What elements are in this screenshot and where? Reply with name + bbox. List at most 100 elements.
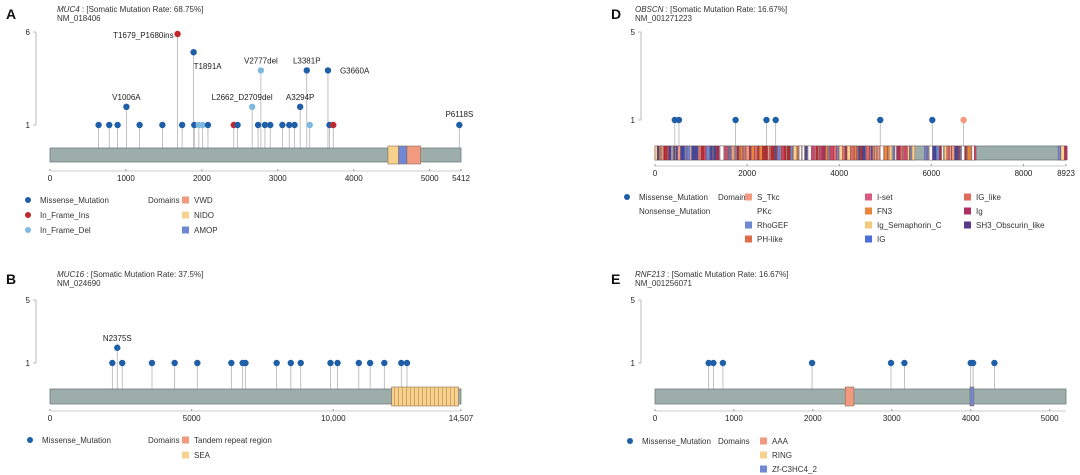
protein-backbone — [654, 388, 1067, 405]
x-tick-label: 2000 — [193, 174, 211, 183]
protein-backbone — [49, 388, 462, 405]
y-tick-label: 1 — [26, 121, 31, 130]
domain-aaa — [844, 386, 855, 407]
mutation-point — [887, 359, 895, 367]
mutation-point — [287, 359, 295, 367]
domain-segment — [883, 145, 888, 161]
legend-domain-swatch — [745, 193, 752, 201]
mutation-label: L3381P — [293, 56, 321, 65]
panel-title: MUC16 : [Somatic Mutation Rate: 37.5%] — [57, 270, 203, 279]
domain-segment — [668, 145, 672, 161]
domain-segment — [887, 145, 890, 161]
domain-segment — [829, 145, 834, 161]
domain-segment — [729, 145, 731, 161]
mutation-point — [273, 359, 280, 367]
mutation-point — [261, 121, 269, 129]
y-tick-label: 5 — [26, 296, 31, 305]
domain-segment — [858, 145, 861, 161]
mutation-point — [929, 116, 936, 124]
mutation-point — [123, 103, 130, 111]
x-tick-label: 5000 — [1041, 414, 1059, 423]
domain-segment — [854, 145, 857, 161]
domain-segment — [941, 145, 944, 161]
x-tick-label: 4000 — [962, 414, 980, 423]
domain-segment — [842, 145, 845, 161]
legend-domain-swatch — [182, 226, 189, 234]
mutation-point — [109, 359, 116, 367]
mutation-point — [303, 67, 310, 74]
mutation-point — [228, 359, 235, 367]
domain-segment — [807, 145, 812, 161]
mutation-point — [398, 359, 405, 367]
domain-segment — [833, 145, 837, 161]
domain-segment — [1064, 145, 1068, 161]
mutation-point — [297, 359, 304, 367]
domain-tandem-repeat-region — [391, 386, 459, 407]
domain-segment — [949, 145, 952, 161]
domain-segment — [673, 145, 675, 161]
legend-domains-title: Domains — [148, 196, 180, 205]
domain-segment — [845, 145, 847, 161]
mutation-point — [456, 121, 463, 129]
domain-segment — [713, 145, 716, 161]
legend-domain-label: SEA — [194, 451, 211, 460]
x-tick-label: 3000 — [269, 174, 287, 183]
x-tick-label: 0 — [48, 174, 53, 183]
domain-segment — [660, 145, 664, 161]
mutation-point — [719, 359, 727, 367]
legend-domain-swatch — [182, 211, 189, 219]
mutation-point — [190, 49, 197, 56]
legend-domain-swatch — [865, 235, 872, 243]
domain-segment — [680, 145, 685, 161]
mutation-label: N2375S — [103, 334, 132, 343]
domain-segment — [701, 145, 704, 161]
mutation-point — [242, 359, 249, 367]
x-tick-label: 4000 — [345, 174, 363, 183]
domain-segment — [935, 145, 940, 161]
domain-segment — [850, 145, 855, 161]
x-tick-label: 1000 — [725, 414, 743, 423]
domain-segment — [825, 145, 828, 161]
domain-segment — [769, 145, 772, 161]
domain-segment — [965, 145, 967, 161]
panel-title: MUC4 : [Somatic Mutation Rate: 68.75%] — [57, 5, 203, 14]
legend-type-label: In_Frame_Ins — [40, 211, 89, 220]
domain-segment — [751, 145, 755, 161]
x-tick-label: 5000 — [421, 174, 439, 183]
domain-segment — [671, 145, 673, 161]
domain-segment — [836, 145, 840, 161]
mutation-point — [178, 121, 186, 129]
domain-segment — [860, 145, 863, 161]
domain-segment — [877, 145, 880, 161]
panel-letter: B — [6, 271, 16, 287]
mutation-point — [174, 30, 181, 38]
legend-domain-swatch — [865, 207, 872, 215]
mutation-point — [330, 121, 337, 129]
panel-title: OBSCN : [Somatic Mutation Rate: 16.67%] — [635, 5, 787, 14]
y-tick-label: 1 — [26, 359, 31, 368]
mutation-point — [159, 121, 166, 129]
mutation-point — [960, 116, 967, 124]
domain-segment — [742, 145, 746, 161]
domain-segment — [932, 145, 937, 161]
mutation-point — [191, 121, 198, 129]
legend-domains-title: Domains — [718, 193, 750, 202]
x-tick-label: 1000 — [117, 174, 135, 183]
legend-domains-title: Domains — [718, 437, 750, 446]
legend-type-label: Missense_Mutation — [42, 436, 111, 445]
domain-segment — [874, 145, 877, 161]
transcript-id: NM_018406 — [57, 14, 101, 23]
mutation-label: L2662_D2709del — [212, 93, 273, 102]
domain-segment — [657, 145, 659, 161]
domain-segment — [749, 145, 751, 161]
transcript-id: NM_001271223 — [635, 14, 692, 23]
mutation-point — [969, 359, 977, 367]
mutation-rate: : [Somatic Mutation Rate: 16.67%] — [663, 5, 787, 14]
domain-segment — [727, 145, 730, 161]
domain-segment — [735, 145, 737, 161]
domain-segment — [954, 145, 958, 161]
legend-domain-label: IG_like — [976, 193, 1001, 202]
mutation-label: P6118S — [445, 110, 473, 119]
mutation-point — [194, 359, 201, 367]
